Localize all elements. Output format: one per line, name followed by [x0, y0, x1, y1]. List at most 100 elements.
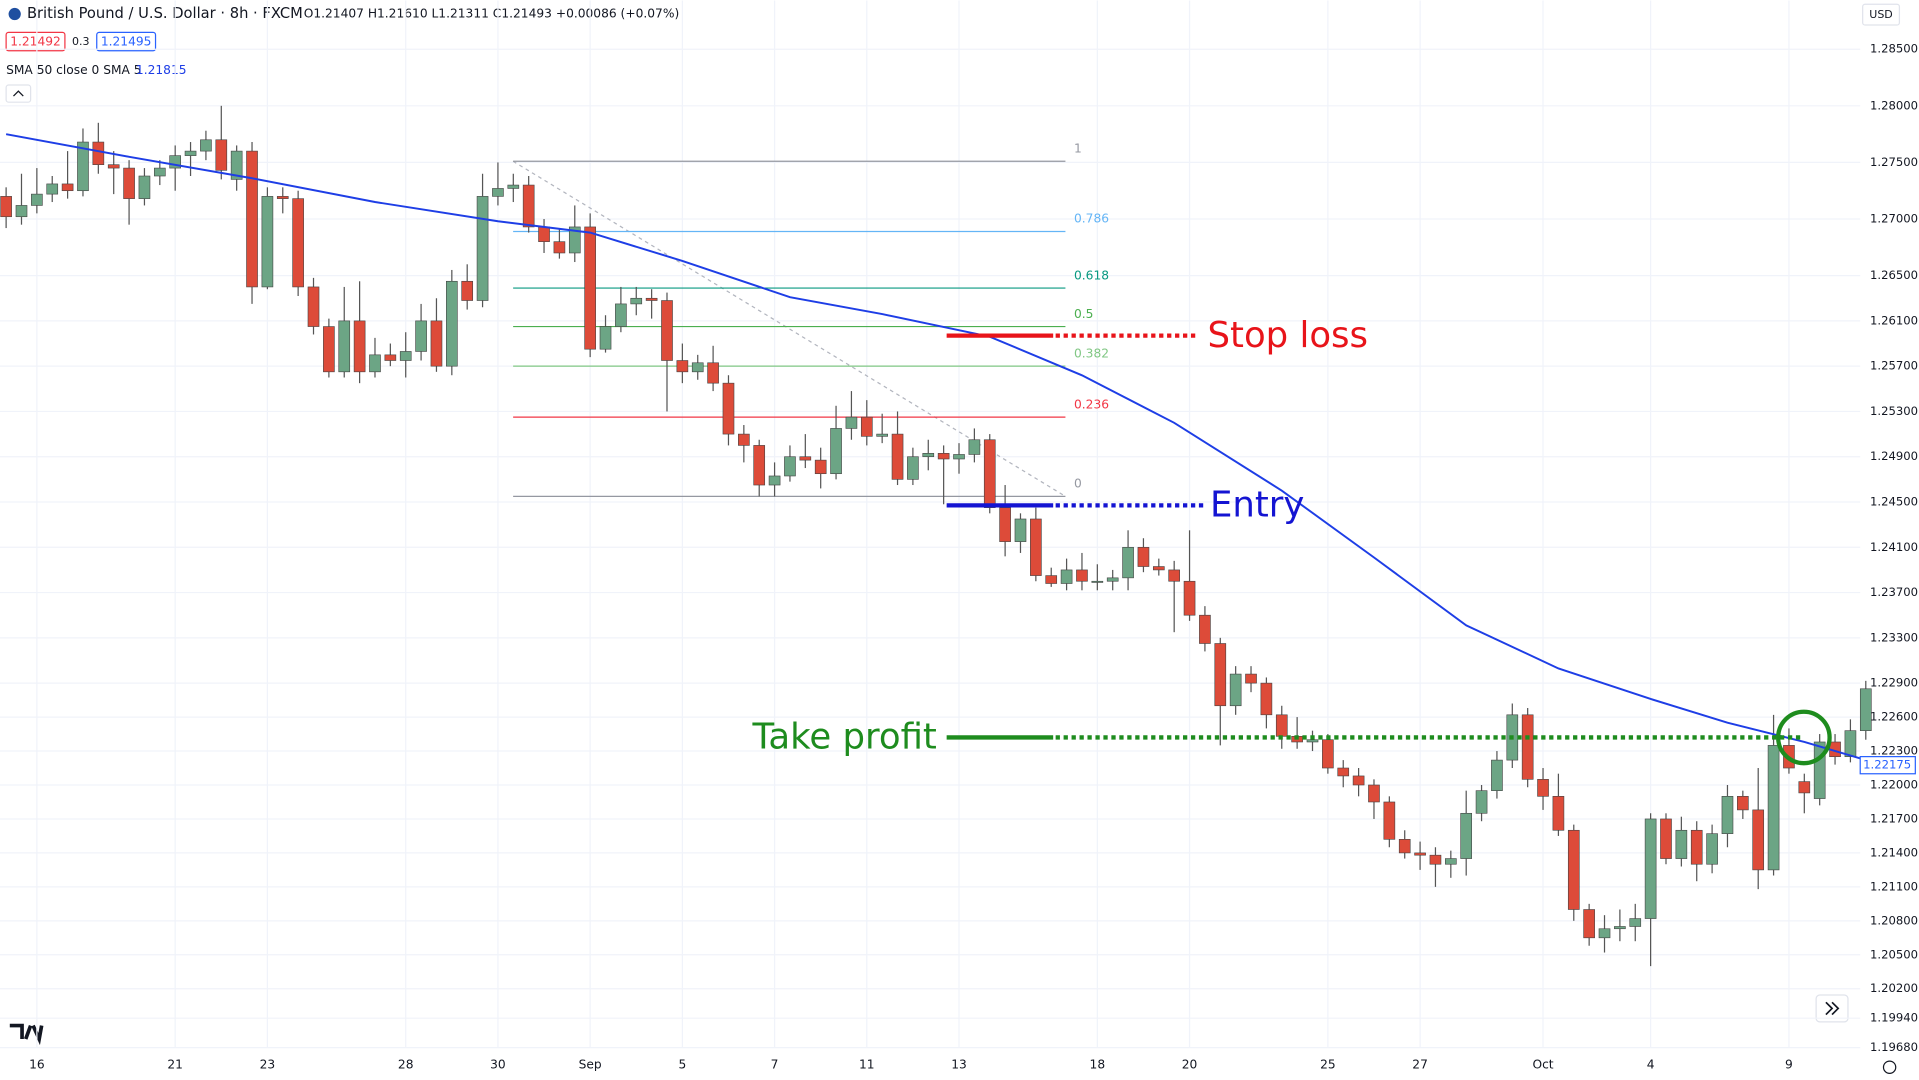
- x-tick-label: 21: [167, 1057, 183, 1071]
- y-tick-label: 1.21400: [1870, 845, 1918, 859]
- candle-body: [1583, 909, 1595, 939]
- x-tick-label: 25: [1320, 1057, 1336, 1071]
- x-tick-label: 16: [29, 1057, 45, 1071]
- candle-body: [1398, 839, 1411, 854]
- candle-body: [1352, 775, 1365, 786]
- candle-body: [1690, 829, 1703, 865]
- y-tick-label: 1.24100: [1870, 540, 1918, 554]
- candle-body: [738, 433, 750, 446]
- candle-body: [0, 196, 12, 218]
- sell-box[interactable]: [5, 31, 66, 52]
- buy-box[interactable]: [96, 31, 157, 52]
- candle-body: [1844, 730, 1857, 758]
- candle-body: [568, 226, 581, 254]
- candle-body: [553, 241, 566, 254]
- candle-body: [661, 300, 673, 361]
- x-tick-label: 4: [1647, 1057, 1655, 1071]
- candle-body: [1798, 781, 1811, 794]
- y-tick-label: 1.20500: [1870, 947, 1918, 961]
- candle-body: [1629, 918, 1642, 927]
- candle-body: [1752, 809, 1765, 871]
- sma-line: [5, 133, 1867, 762]
- candle-body: [983, 439, 996, 508]
- candle-body: [1521, 714, 1534, 780]
- x-tick-label: 27: [1412, 1057, 1428, 1071]
- settings-icon[interactable]: [1882, 1060, 1897, 1074]
- candle-body: [1030, 518, 1042, 576]
- fib-label: 0.382: [1074, 346, 1109, 360]
- ohlc-values: O1.21407 H1.21610 L1.21311 C1.21493 +0.0…: [304, 7, 680, 21]
- candle-body: [968, 439, 981, 455]
- candle-body: [691, 362, 704, 373]
- x-tick-label: 13: [951, 1057, 967, 1071]
- y-tick-label: 1.21100: [1870, 879, 1918, 893]
- candle-body: [599, 326, 612, 350]
- x-tick-label: 20: [1182, 1057, 1198, 1071]
- candle-body: [907, 456, 919, 480]
- candle-body: [1737, 796, 1749, 811]
- x-tick-label: 9: [1785, 1057, 1793, 1071]
- x-tick-label: 30: [490, 1057, 506, 1071]
- candle-body: [261, 196, 274, 288]
- candle-body: [415, 320, 427, 352]
- candle-body: [77, 141, 89, 192]
- collapse-button[interactable]: [5, 84, 32, 103]
- y-tick-label: 1.19940: [1870, 1011, 1918, 1025]
- candle-body: [1644, 818, 1657, 919]
- candle-body: [230, 150, 243, 180]
- y-tick-label: 1.24500: [1870, 495, 1918, 509]
- candle-body: [15, 205, 28, 218]
- chart-title[interactable]: British Pound / U.S. Dollar · 8h · FXCM: [27, 5, 303, 22]
- y-tick-label: 1.22600: [1870, 710, 1918, 724]
- candle-body: [61, 183, 74, 192]
- candle-body: [1429, 854, 1442, 865]
- candle-body: [1122, 546, 1134, 579]
- candle-body: [522, 184, 535, 228]
- candle-body: [768, 475, 781, 486]
- entry-label: Entry: [1210, 485, 1304, 526]
- fib-label: 0.236: [1074, 397, 1109, 411]
- candle-body: [169, 155, 182, 169]
- x-tick-label: 28: [398, 1057, 414, 1071]
- candle-body: [1322, 739, 1334, 769]
- candle-body: [138, 175, 151, 199]
- candle-body: [476, 196, 489, 301]
- currency-box[interactable]: [1862, 3, 1901, 26]
- candle-body: [123, 167, 135, 199]
- candle-body: [1229, 673, 1242, 707]
- candle-body: [630, 297, 643, 305]
- y-tick-label: 1.22300: [1870, 744, 1918, 758]
- candle-body: [369, 354, 381, 373]
- candle-body: [1567, 829, 1580, 910]
- candle-body: [184, 150, 197, 156]
- candle-body: [1337, 767, 1350, 777]
- x-tick-label: Oct: [1532, 1057, 1553, 1071]
- y-tick-label: 1.28000: [1870, 98, 1918, 112]
- candle-body: [1168, 569, 1180, 582]
- candle-body: [215, 139, 228, 171]
- logo: [9, 1023, 44, 1046]
- candle-body: [46, 183, 59, 195]
- y-tick-label: 1.24900: [1870, 449, 1918, 463]
- candle-body: [1060, 569, 1073, 584]
- x-tick-label: 5: [678, 1057, 686, 1071]
- y-tick-label: 1.20800: [1870, 913, 1918, 927]
- y-tick-label: 1.27000: [1870, 212, 1918, 226]
- candle-body: [1137, 546, 1150, 567]
- candle-body: [676, 360, 689, 373]
- candle-body: [92, 141, 105, 165]
- candle-body: [1813, 741, 1826, 799]
- candle-body: [461, 280, 474, 301]
- candle-body: [1106, 577, 1119, 582]
- candle-body: [645, 297, 658, 301]
- candle-body: [1660, 818, 1672, 859]
- candle-body: [107, 164, 120, 169]
- last-price-box: [1859, 756, 1916, 775]
- candle-body: [1245, 673, 1257, 684]
- y-tick-label: 1.26100: [1870, 313, 1918, 327]
- candle-body: [446, 280, 458, 367]
- candle-body: [1214, 643, 1227, 707]
- candle-body: [1183, 580, 1196, 616]
